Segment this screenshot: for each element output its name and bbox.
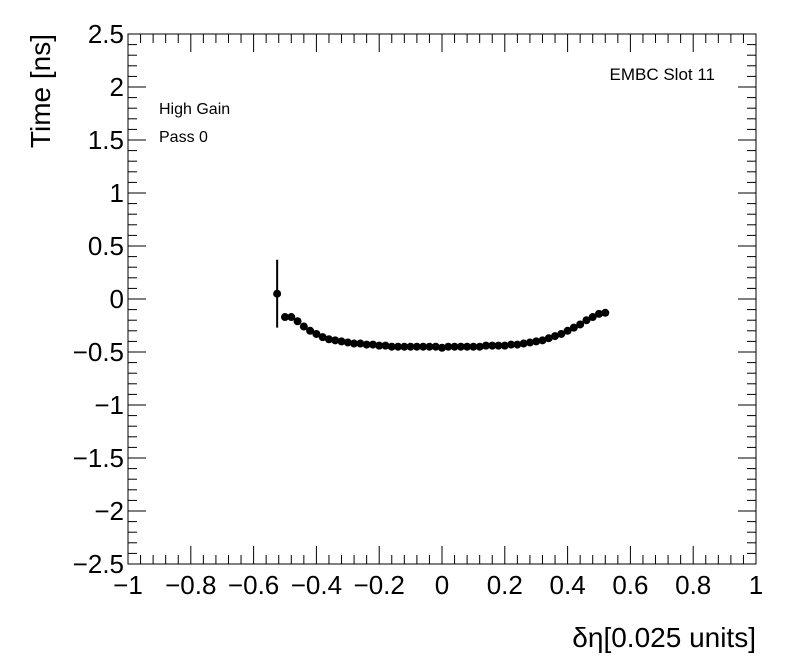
x-tick-label: −0.4	[291, 570, 342, 600]
data-point	[356, 339, 365, 348]
data-point	[456, 342, 465, 351]
data-point	[601, 308, 610, 317]
data-point	[563, 326, 572, 335]
y-tick-label: −1	[94, 390, 124, 420]
x-tick-label: 0.2	[487, 570, 523, 600]
data-point	[331, 336, 340, 345]
x-tick-label: 0.8	[675, 570, 711, 600]
data-point	[525, 338, 534, 347]
x-tick-label: 1	[749, 570, 763, 600]
data-point	[306, 326, 315, 335]
data-point	[519, 339, 528, 348]
data-point	[475, 342, 484, 351]
x-tick-label: −0.2	[354, 570, 405, 600]
data-point	[312, 329, 321, 338]
data-point	[419, 342, 428, 351]
data-point	[450, 342, 459, 351]
data-point	[444, 342, 453, 351]
x-tick-label: 0.6	[612, 570, 648, 600]
x-tick-label: 0.4	[550, 570, 586, 600]
data-point	[337, 337, 346, 346]
slot-annotation: EMBC Slot 11	[609, 65, 715, 84]
data-points	[273, 259, 610, 352]
axis-tick-labels: −1 −0.8 −0.6 −0.4 −0.2 0 0.2 0.4 0.6 0.8 1 −2.5 −2 −1…	[73, 19, 764, 600]
data-point	[500, 341, 509, 350]
data-point	[469, 342, 478, 351]
data-point	[273, 289, 282, 298]
data-point	[375, 341, 384, 350]
data-point	[544, 334, 553, 343]
x-tick-label: 0	[435, 570, 449, 600]
data-point	[576, 320, 585, 329]
data-point	[513, 340, 522, 349]
data-point	[463, 342, 472, 351]
y-tick-label: 1.5	[88, 125, 124, 155]
data-point	[569, 323, 578, 332]
data-point	[595, 309, 603, 318]
y-tick-label: −1.5	[73, 443, 124, 473]
data-point	[532, 337, 541, 346]
data-point	[494, 341, 503, 350]
data-point	[582, 316, 591, 325]
data-point	[406, 342, 415, 351]
data-point	[299, 322, 308, 331]
y-axis-title: Time [ns]	[25, 34, 56, 148]
y-tick-label: 1	[110, 178, 124, 208]
data-point	[318, 333, 327, 342]
data-point	[394, 342, 403, 351]
data-point	[368, 340, 377, 349]
data-point	[481, 341, 490, 350]
x-tick-label: −0.8	[165, 570, 216, 600]
y-tick-label: −2	[94, 496, 124, 526]
x-tick-label: −0.6	[228, 570, 279, 600]
data-point	[381, 341, 390, 350]
x-axis-title: δη[0.025 units]	[572, 622, 756, 653]
y-tick-label: 0.5	[88, 231, 124, 261]
data-point	[488, 341, 497, 350]
data-point	[287, 313, 296, 322]
data-point	[412, 342, 421, 351]
y-tick-label: 2.5	[88, 19, 124, 49]
data-point	[425, 342, 434, 351]
data-point	[507, 340, 516, 349]
data-point	[387, 342, 396, 351]
axis-ticks	[127, 33, 757, 565]
data-point	[350, 339, 359, 348]
data-point	[551, 332, 560, 341]
y-tick-label: −2.5	[73, 549, 124, 579]
y-tick-label: 2	[110, 72, 124, 102]
y-tick-label: −0.5	[73, 337, 124, 367]
data-point	[343, 338, 352, 347]
data-point	[438, 343, 446, 352]
pass-annotation: Pass 0	[159, 129, 208, 146]
data-point	[538, 336, 547, 345]
data-point	[293, 317, 302, 326]
data-point	[588, 313, 597, 322]
gain-annotation: High Gain	[159, 101, 230, 118]
data-point	[324, 335, 333, 344]
x-tick-label: −1	[113, 570, 143, 600]
data-point	[400, 342, 409, 351]
data-point	[281, 313, 289, 322]
y-tick-label: 0	[110, 284, 124, 314]
data-point	[557, 329, 566, 338]
data-point	[431, 342, 440, 351]
data-point	[362, 340, 371, 349]
